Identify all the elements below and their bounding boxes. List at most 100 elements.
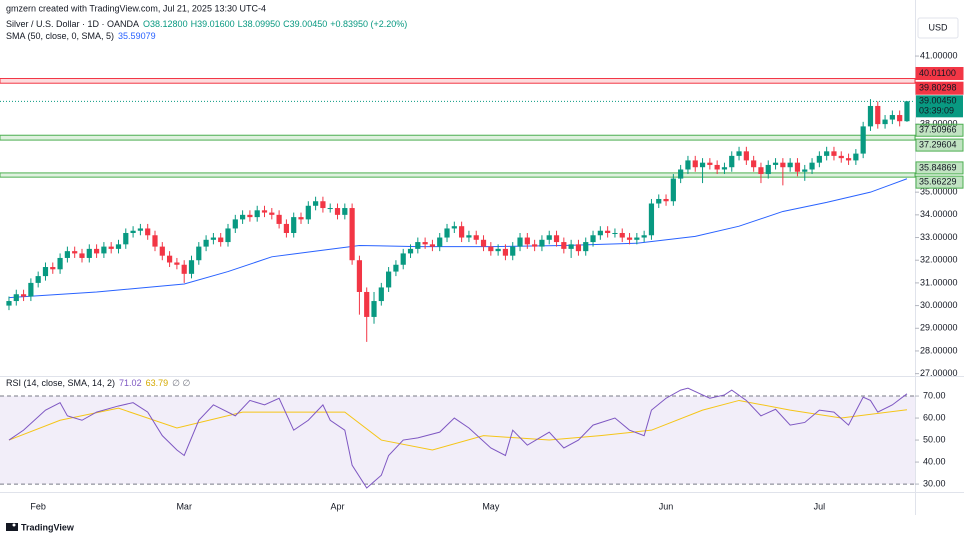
candle-body (152, 235, 158, 247)
candle-body (115, 244, 122, 249)
candle-body (137, 228, 143, 231)
candle-body (517, 237, 523, 247)
countdown: 03:39:09 (919, 106, 954, 116)
candle-body (831, 151, 837, 156)
candle-body (780, 162, 786, 168)
y-tick-label: 35.00000 (920, 187, 958, 197)
zone-label: 37.50966 (919, 125, 957, 135)
rsi-ma-value: 63.79 (146, 378, 169, 388)
y-tick-label: 38.00000 (920, 118, 958, 128)
zone-label-box (915, 175, 964, 189)
candle-body (787, 162, 793, 168)
candle-body (101, 246, 107, 254)
x-tick-label: Mar (176, 501, 192, 511)
candle-body (188, 260, 195, 274)
brand-logo (6, 523, 18, 531)
candle-body (459, 226, 465, 238)
y-tick-label: 29.00000 (920, 323, 958, 333)
candle-body (349, 208, 355, 261)
candle-body (415, 242, 421, 249)
candle-body (743, 151, 749, 161)
candle-body (583, 242, 589, 252)
candle-body (802, 169, 808, 172)
candle-body (882, 119, 888, 125)
sma-value: 35.59079 (118, 31, 156, 41)
candle-body (845, 158, 852, 161)
candle-body (342, 208, 348, 215)
candle-body (254, 210, 260, 218)
candle-body (305, 205, 311, 220)
candle-body (648, 203, 655, 236)
candle-body (466, 235, 472, 238)
candle-body (261, 210, 268, 213)
zone (0, 134, 916, 141)
candle-body (568, 244, 574, 249)
zone (0, 77, 916, 84)
zone-label-box (915, 123, 964, 137)
candle-body (619, 232, 625, 238)
candle-body (670, 178, 676, 202)
candle-body (364, 291, 370, 317)
candle-body (407, 248, 414, 254)
candle-body (35, 276, 41, 283)
candle-body (765, 164, 771, 175)
candle-body (626, 237, 633, 240)
candle-body (875, 105, 881, 125)
candle-body (393, 264, 399, 272)
candle-body (240, 214, 246, 220)
candle-body (707, 162, 713, 165)
candle-body (575, 244, 582, 252)
zone-label-box (915, 66, 964, 80)
candle-body (867, 105, 874, 127)
candle-body (860, 126, 866, 154)
zone-label: 35.66229 (919, 177, 957, 187)
candle-body (64, 251, 70, 258)
candle-body (473, 235, 479, 240)
x-tick-label: Jun (659, 501, 674, 511)
candle-body (480, 239, 487, 247)
sma-legend: SMA (50, close, 0, SMA, 5) 35.59079 (6, 31, 156, 41)
zone-label: 40.01100 (919, 68, 956, 78)
candle-body (356, 260, 363, 292)
candle-body (714, 164, 720, 170)
x-tick-label: May (482, 501, 500, 511)
last-price-box (916, 95, 963, 118)
rsi-line (8, 387, 908, 489)
currency[interactable]: USD (928, 22, 948, 32)
rsi-name: RSI (14, close, SMA, 14, 2) (6, 378, 115, 388)
candle-body (897, 115, 903, 122)
candle-body (20, 294, 27, 297)
candle-body (225, 228, 231, 243)
candle-body (546, 235, 552, 240)
y-tick-label: 32.00000 (920, 255, 958, 265)
candle-body (510, 246, 516, 256)
candle-body (72, 251, 78, 254)
candle-body (400, 253, 406, 265)
candle-body (824, 151, 830, 156)
candle-body (561, 242, 567, 249)
candle-body (334, 208, 341, 215)
candle-body (283, 223, 290, 233)
candle-body (721, 167, 728, 170)
rsi-extra: ∅ ∅ (172, 378, 190, 388)
currency-box[interactable] (917, 17, 959, 39)
candle-body (422, 242, 428, 245)
candle-body (276, 214, 282, 224)
candle-body (130, 230, 136, 233)
candle-body (488, 246, 494, 252)
y-tick-label: 40.00 (923, 456, 946, 466)
candle-body (692, 160, 698, 168)
candle-body (247, 214, 253, 218)
symbol-legend: Silver / U.S. Dollar · 1D · OANDA O38.128… (6, 19, 407, 29)
candle-body (889, 115, 895, 120)
candle-body (79, 253, 85, 258)
candle-body (123, 232, 129, 245)
candle-body (429, 244, 436, 247)
candle-body (291, 217, 297, 233)
candle-body (386, 271, 392, 288)
ohlc-close: C39.00450 (283, 19, 327, 29)
ohlc-high: H39.01600 (191, 19, 235, 29)
candle-body (532, 244, 538, 247)
